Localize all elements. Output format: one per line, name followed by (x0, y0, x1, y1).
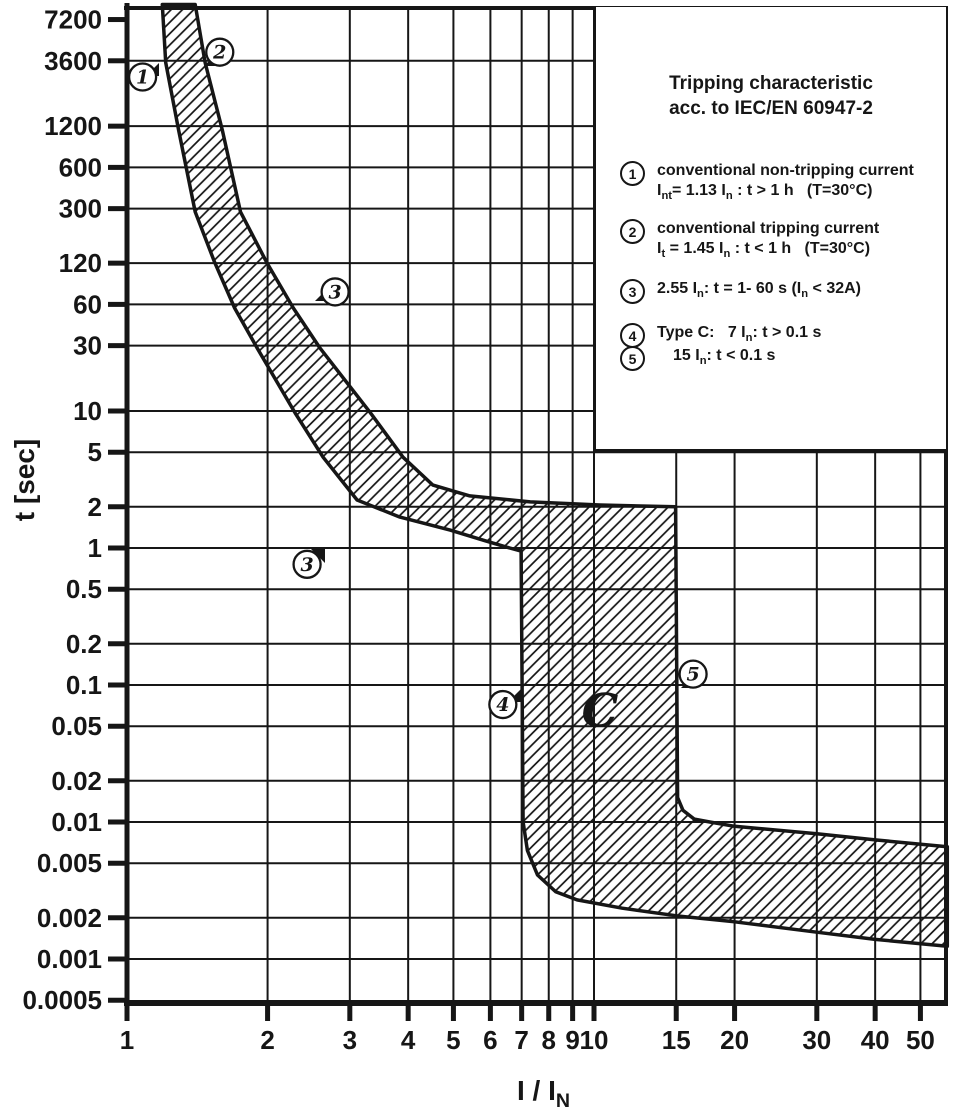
y-tick-label: 0.2 (66, 629, 102, 659)
legend-item-2: 2 conventional tripping current It = 1.45 … (620, 219, 879, 264)
x-tick-label: 10 (580, 1025, 609, 1055)
legend-title-line2: acc. to IEC/EN 60947-2 (669, 98, 873, 119)
x-tick-label: 5 (446, 1025, 460, 1055)
y-tick-label: 0.002 (37, 903, 102, 933)
y-tick-label: 7200 (44, 5, 102, 35)
annotation-2: 2 (204, 37, 235, 67)
y-tick-label: 600 (59, 152, 102, 182)
legend-item-text: Type C: 7 In: t > 0.1 s (657, 324, 822, 345)
y-tick-label: 0.05 (51, 711, 102, 741)
svg-text:3: 3 (328, 281, 341, 303)
x-tick-label: 2 (260, 1025, 274, 1055)
x-tick-label: 30 (802, 1025, 831, 1055)
legend-item-4: 4 Type C: 7 In: t > 0.1 s (620, 323, 821, 348)
y-tick-label: 1200 (44, 111, 102, 141)
svg-text:2: 2 (212, 42, 226, 64)
legend-item-text: conventional tripping current It = 1.45 I… (657, 220, 880, 261)
y-tick-label: 3600 (44, 46, 102, 76)
y-tick-label: 120 (59, 248, 102, 278)
y-tick-label: 1 (88, 533, 102, 563)
legend-title: Tripping characteristic acc. to IEC/EN 6… (596, 71, 946, 121)
y-tick-label: 0.005 (37, 848, 102, 878)
band-class-label: C (582, 684, 619, 738)
y-tick-label: 2 (88, 492, 102, 522)
x-tick-label: 4 (401, 1025, 416, 1055)
x-tick-label: 15 (662, 1025, 691, 1055)
legend-item-text: 2.55 In: t = 1- 60 s (In < 32A) (657, 280, 862, 301)
legend-item-number-icon: 1 (620, 161, 645, 186)
y-tick-label: 5 (88, 437, 102, 467)
legend-item-number-icon: 5 (620, 346, 645, 371)
x-tick-label: 9 (565, 1025, 579, 1055)
annotation-4: 4 (488, 688, 522, 720)
legend-item-number-icon: 2 (620, 219, 645, 244)
y-tick-label: 0.01 (51, 807, 102, 837)
annotation-5: 5 (678, 659, 708, 689)
legend-box: Tripping characteristic acc. to IEC/EN 6… (594, 7, 946, 452)
y-tick-label: 30 (73, 331, 102, 361)
legend-title-line1: Tripping characteristic (669, 73, 873, 94)
x-tick-label: 1 (120, 1025, 134, 1055)
annotation-3: 3 (315, 277, 350, 307)
y-axis-title: t [sec] (9, 439, 40, 521)
legend-item-number-icon: 3 (620, 279, 645, 304)
svg-text:1: 1 (136, 67, 149, 89)
x-tick-label: 40 (861, 1025, 890, 1055)
annotation-3: 3 (292, 549, 325, 579)
tripping-band (160, 2, 950, 948)
y-tick-label: 0.001 (37, 944, 102, 974)
legend-item-text: 15 In: t < 0.1 s (673, 347, 776, 368)
axis-ticks: 7200360012006003001206030105210.50.20.10… (22, 5, 934, 1055)
annotation-1: 1 (127, 62, 159, 92)
legend-item-1: 1 conventional non-tripping current Int= 1… (620, 161, 914, 206)
y-tick-label: 0.5 (66, 574, 102, 604)
y-tick-label: 60 (73, 289, 102, 319)
y-tick-label: 0.1 (66, 670, 102, 700)
y-tick-label: 0.0005 (22, 985, 102, 1015)
x-tick-label: 3 (343, 1025, 357, 1055)
y-tick-label: 0.02 (51, 766, 102, 796)
x-tick-label: 7 (514, 1025, 528, 1055)
legend-item-text: conventional non-tripping current Int= 1.… (657, 162, 914, 203)
legend-item-5: 5 15 In: t < 0.1 s (620, 346, 775, 371)
x-tick-label: 8 (542, 1025, 556, 1055)
x-tick-label: 50 (906, 1025, 935, 1055)
y-tick-label: 10 (73, 396, 102, 426)
legend-item-number-icon: 4 (620, 323, 645, 348)
svg-text:5: 5 (686, 664, 699, 686)
x-tick-label: 20 (720, 1025, 749, 1055)
x-axis-title: I / IN (517, 1075, 570, 1112)
svg-text:4: 4 (496, 694, 509, 716)
x-tick-label: 6 (483, 1025, 497, 1055)
y-tick-label: 300 (59, 194, 102, 224)
svg-text:3: 3 (300, 554, 313, 576)
legend-item-3: 3 2.55 In: t = 1- 60 s (In < 32A) (620, 279, 861, 304)
